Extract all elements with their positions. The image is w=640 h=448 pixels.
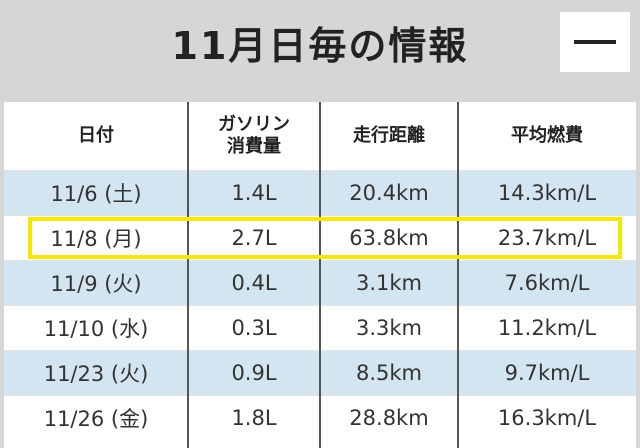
table-cell: 11/8 (月) <box>50 226 142 251</box>
column-header: ガソリン 消費量 <box>218 114 290 157</box>
table-cell: 0.3L <box>231 315 277 340</box>
table-cell: 1.8L <box>231 405 277 430</box>
table-cell: 16.3km/L <box>497 405 597 430</box>
table: 日付 ガソリン 消費量 走行距離 平均燃費 11/6 (土) 1.4L 20.4km 14.3… <box>4 102 636 448</box>
column-header: 日付 <box>78 125 114 146</box>
column-divider <box>187 102 189 448</box>
table-cell: 9.7km/L <box>504 360 590 385</box>
column-divider <box>319 102 321 448</box>
minus-icon <box>574 40 616 44</box>
title: 11月日毎の情報 <box>171 24 469 68</box>
table-cell: 23.7km/L <box>497 225 597 250</box>
column-header: 平均燃費 <box>511 125 583 146</box>
table-cell: 1.4L <box>231 180 277 205</box>
table-cell: 11/6 (土) <box>50 181 142 206</box>
column-divider <box>457 102 459 448</box>
table-cell: 0.4L <box>231 270 277 295</box>
highlight-box <box>28 217 622 259</box>
table-cell: 2.7L <box>231 225 277 250</box>
table-cell: 28.8km <box>349 405 429 430</box>
column-header: 走行距離 <box>353 125 425 146</box>
table-cell: 14.3km/L <box>497 180 597 205</box>
collapse-button[interactable] <box>560 12 630 72</box>
table-cell: 7.6km/L <box>504 270 590 295</box>
table-cell: 63.8km <box>349 225 429 250</box>
table-cell: 3.3km <box>355 315 422 340</box>
table-cell: 20.4km <box>349 180 429 205</box>
table-cell: 11/9 (火) <box>50 271 142 296</box>
table-cell: 3.1km <box>355 270 422 295</box>
table-cell: 11/26 (金) <box>43 406 149 431</box>
table-cell: 11.2km/L <box>497 315 597 340</box>
table-cell: 8.5km <box>355 360 422 385</box>
table-cell: 0.9L <box>231 360 277 385</box>
table-cell: 11/23 (火) <box>43 361 149 386</box>
table-cell: 11/10 (水) <box>43 316 149 341</box>
